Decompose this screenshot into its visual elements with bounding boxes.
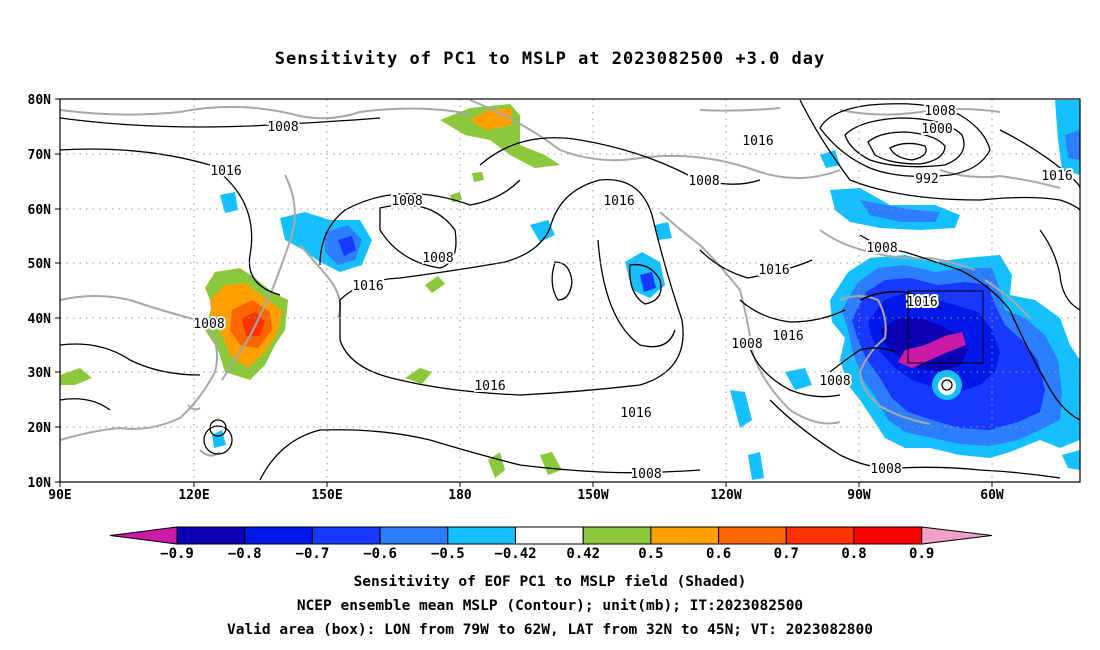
lon-tick-label: 90E <box>48 488 71 503</box>
map-frame <box>59 98 1081 483</box>
colorbar-label: −0.6 <box>363 546 397 562</box>
negative-patch-gulf-alaska-core <box>640 272 656 292</box>
lon-tick-label: 180 <box>448 488 472 503</box>
isobar-contours <box>60 99 1080 481</box>
contour-label: 1008 <box>819 374 850 389</box>
lat-tick-label: 60N <box>28 203 52 218</box>
contour-label: 1016 <box>758 263 789 278</box>
negative-patch-small-h <box>1062 450 1080 470</box>
positive-patch-small-1 <box>425 276 445 293</box>
colorbar-label: −0.42 <box>494 546 536 562</box>
lon-tick-label: 120W <box>710 488 741 503</box>
colorbar-label: −0.9 <box>160 546 194 562</box>
negative-patch-small-a <box>220 192 238 213</box>
colorbar-max-triangle <box>921 526 993 545</box>
lat-tick-label: 50N <box>28 257 52 272</box>
colorbar-label: −0.5 <box>431 546 465 562</box>
lat-lon-grid <box>60 99 1080 482</box>
negative-patch-atlantic-hole-white <box>938 377 956 395</box>
negative-patch-arctic-east-core <box>1065 130 1080 160</box>
lon-tick-label: 150E <box>311 488 342 503</box>
colorbar-label: −0.8 <box>228 546 262 562</box>
negative-patch-small-c <box>655 222 672 240</box>
contour-label: 1016 <box>906 295 937 310</box>
colorbar-label: 0.6 <box>706 546 731 562</box>
colorbar-label: −0.7 <box>296 546 330 562</box>
lat-tick-label: 80N <box>28 93 52 108</box>
colorbar-label: 0.5 <box>638 546 663 562</box>
colorbar-label: 0.42 <box>566 546 600 562</box>
positive-patch-small-7 <box>472 172 484 182</box>
contour-label: 1008 <box>866 241 897 256</box>
contour-label: 992 <box>915 172 938 187</box>
positive-patch-small-3 <box>60 368 92 385</box>
contour-label: 1016 <box>352 279 383 294</box>
contour-label: 1008 <box>630 467 661 482</box>
contour-labels: 1008 1016 1008 1008 1016 1008 1016 1008 … <box>191 102 1074 482</box>
negative-patch-greenland-core <box>860 200 940 222</box>
longitude-labels: 90E 120E 150E 180 150W 120W 90W 60W <box>48 488 1004 503</box>
coastlines <box>60 99 1061 457</box>
contour-label: 1016 <box>210 164 241 179</box>
lon-tick-label: 150W <box>577 488 608 503</box>
colorbar-segment <box>515 526 584 545</box>
lat-tick-label: 20N <box>28 421 52 436</box>
caption-line-1: Sensitivity of EOF PC1 to MSLP field (Sh… <box>353 574 747 590</box>
negative-patch-small-b <box>530 220 555 242</box>
negative-patch-small-g <box>785 368 812 390</box>
negative-patch-atlantic-magenta <box>898 332 966 368</box>
colorbar-segment <box>379 526 449 545</box>
colorbar-segment <box>447 526 516 545</box>
colorbar: −0.9 −0.8 −0.7 −0.6 −0.5 −0.42 0.42 0.5 0.6 0.7 0.… <box>109 526 993 562</box>
positive-patch-small-5 <box>540 452 562 475</box>
lat-tick-label: 10N <box>28 476 52 491</box>
latitude-labels: 80N 70N 60N 50N 40N 30N 20N 10N <box>28 93 52 491</box>
colorbar-segment <box>718 526 787 545</box>
lon-tick-label: 60W <box>980 488 1004 503</box>
map-title: Sensitivity of PC1 to MSLP at 2023082500… <box>274 49 826 69</box>
colorbar-segment <box>650 526 720 545</box>
contour-label: 1016 <box>603 194 634 209</box>
caption-line-3: Valid area (box): LON from 79W to 62W, L… <box>226 622 873 638</box>
colorbar-segment <box>176 526 246 545</box>
contour-label: 1016 <box>1041 169 1072 184</box>
negative-patch-small-e <box>730 390 752 428</box>
colorbar-label: 0.8 <box>841 546 866 562</box>
lon-tick-label: 120E <box>178 488 209 503</box>
contour-label: 1016 <box>474 379 505 394</box>
colorbar-segment <box>785 526 855 545</box>
contour-label: 1008 <box>688 174 719 189</box>
contour-label: 1016 <box>742 134 773 149</box>
colorbar-segment <box>582 526 652 545</box>
axis-ticks <box>55 98 993 487</box>
contour-label: 1008 <box>193 317 224 332</box>
contour-label: 1000 <box>921 122 952 137</box>
contour-label: 1008 <box>924 104 955 119</box>
positive-patch-small-4 <box>488 452 505 478</box>
sensitivity-shading <box>60 100 1080 480</box>
colorbar-segment <box>311 526 381 545</box>
contour-label: 1008 <box>391 194 422 209</box>
lat-tick-label: 70N <box>28 148 52 163</box>
map-plot-area: 1008 1016 1008 1008 1016 1008 1016 1008 … <box>60 99 1080 482</box>
contour-label: 1016 <box>620 406 651 421</box>
colorbar-segment <box>853 526 923 545</box>
colorbar-label: 0.7 <box>774 546 799 562</box>
contour-label: 1008 <box>422 251 453 266</box>
colorbar-segment <box>244 526 313 545</box>
lon-tick-label: 90W <box>847 488 871 503</box>
caption-line-2: NCEP ensemble mean MSLP (Contour); unit(… <box>296 598 804 614</box>
colorbar-label: 0.9 <box>909 546 934 562</box>
lat-tick-label: 30N <box>28 366 52 381</box>
contour-label: 1008 <box>731 337 762 352</box>
contour-label: 1016 <box>772 329 803 344</box>
contour-label: 1008 <box>267 120 298 135</box>
negative-patch-small-f <box>748 452 764 480</box>
colorbar-min-triangle <box>109 526 178 545</box>
contour-label: 1008 <box>870 462 901 477</box>
negative-patch-kamchatka-dark <box>338 236 356 256</box>
lat-tick-label: 40N <box>28 312 52 327</box>
valid-area-box <box>907 290 984 364</box>
